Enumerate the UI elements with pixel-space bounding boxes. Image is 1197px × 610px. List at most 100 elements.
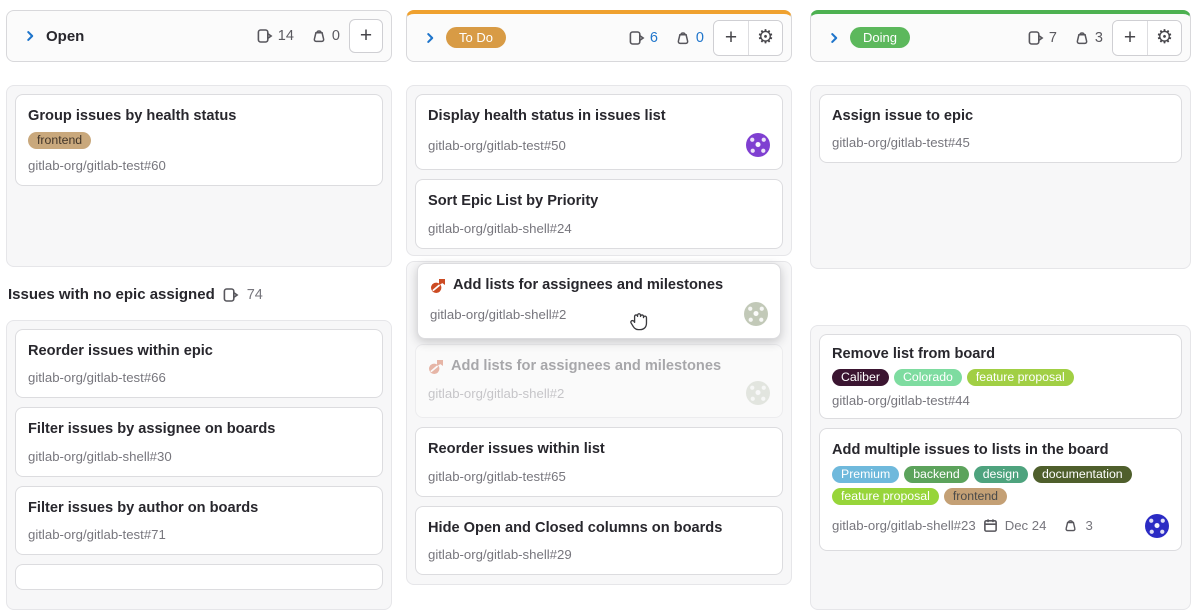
weight-icon — [313, 30, 325, 43]
add-issue-button[interactable]: + — [1113, 20, 1147, 55]
blocked-icon — [429, 360, 443, 374]
issue-reference: gitlab-org/gitlab-shell#24 — [428, 220, 572, 236]
gear-icon: ⚙ — [1155, 27, 1174, 48]
issue-card[interactable]: Assign issue to epic gitlab-org/gitlab-t… — [819, 94, 1182, 164]
label-caliber[interactable]: Caliber — [832, 369, 889, 387]
issue-card[interactable]: Filter issues by author on boards gitlab… — [15, 485, 383, 555]
chevron-right-icon[interactable] — [423, 31, 437, 45]
issue-card[interactable]: Remove list from board Caliber Colorado … — [819, 334, 1182, 420]
issue-title[interactable]: Sort Epic List by Priority — [428, 193, 599, 210]
issue-title[interactable]: Add multiple issues to lists in the boar… — [832, 442, 1109, 459]
weight-count: 0 — [331, 28, 340, 44]
chevron-right-icon[interactable] — [827, 31, 841, 45]
issue-title[interactable]: Filter issues by author on boards — [28, 499, 259, 516]
issue-title[interactable]: Add lists for assignees and milestones — [453, 277, 724, 293]
issue-title[interactable]: Reorder issues within list — [428, 441, 605, 458]
issue-card[interactable]: Sort Epic List by Priority gitlab-org/gi… — [415, 179, 783, 249]
list-counts: 6 0 — [629, 30, 704, 46]
label-backend[interactable]: backend — [904, 465, 969, 483]
epic-lane-open: Group issues by health status frontend g… — [6, 85, 392, 267]
issue-reference: gitlab-org/gitlab-shell#23 — [832, 518, 976, 533]
label-colorado[interactable]: Colorado — [893, 369, 962, 387]
label-feature-proposal[interactable]: feature proposal — [832, 487, 939, 505]
issue-title[interactable]: Hide Open and Closed columns on boards — [428, 519, 723, 536]
list-counts: 7 3 — [1028, 30, 1103, 46]
assignee-avatar[interactable] — [746, 133, 770, 158]
list-label-pill[interactable]: To Do — [446, 27, 506, 48]
assignee-avatar — [744, 302, 768, 327]
list-counts: 14 0 — [257, 28, 340, 44]
assignee-avatar — [746, 381, 770, 406]
calendar-icon — [983, 519, 997, 532]
label-design[interactable]: design — [973, 465, 1028, 483]
list-header-doing: Doing 7 3 + ⚙ — [810, 10, 1191, 62]
list-settings-button[interactable]: ⚙ — [748, 20, 782, 55]
issue-title[interactable]: Reorder issues within epic — [28, 343, 213, 359]
issue-card-drag-preview[interactable]: Add lists for assignees and milestones g… — [417, 263, 781, 340]
issue-meta-row: gitlab-org/gitlab-test#50 — [428, 133, 770, 158]
issue-meta-row: gitlab-org/gitlab-shell#23 Dec 24 3 — [832, 513, 1169, 538]
weight-count: 0 — [695, 29, 704, 46]
issue-card[interactable]: Reorder issues within list gitlab-org/gi… — [415, 427, 783, 497]
issue-card[interactable]: Hide Open and Closed columns on boards g… — [415, 505, 783, 575]
issue-title[interactable]: Display health status in issues list — [428, 108, 666, 124]
list-header-todo: To Do 6 0 + ⚙ — [406, 10, 792, 62]
issue-card[interactable]: Display health status in issues list git… — [415, 94, 783, 171]
list-actions: + ⚙ — [1112, 19, 1182, 56]
issue-title[interactable]: Remove list from board — [832, 346, 995, 362]
weight-icon — [1065, 520, 1077, 532]
issues-count: 14 — [277, 28, 294, 44]
plus-icon: + — [724, 25, 738, 49]
blocked-icon — [431, 279, 445, 293]
chevron-right-icon[interactable] — [23, 29, 37, 43]
issue-card[interactable] — [15, 563, 383, 590]
issue-card[interactable]: Reorder issues within epic gitlab-org/gi… — [15, 329, 383, 399]
label-feature-proposal[interactable]: feature proposal — [966, 369, 1074, 387]
issue-title[interactable]: Assign issue to epic — [832, 108, 974, 124]
add-issue-button[interactable]: + — [349, 19, 383, 53]
issue-reference: gitlab-org/gitlab-shell#2 — [428, 385, 565, 401]
swimlane-title: Issues with no epic assigned — [8, 286, 215, 303]
issue-reference: gitlab-org/gitlab-shell#30 — [28, 448, 172, 464]
list-header-open: Open 14 0 + — [6, 10, 392, 62]
list-settings-button[interactable]: ⚙ — [1147, 20, 1181, 55]
list-actions: + ⚙ — [713, 19, 783, 56]
gear-icon: ⚙ — [756, 27, 775, 48]
issues-icon — [257, 29, 273, 43]
epic-lane-doing: Assign issue to epic gitlab-org/gitlab-t… — [810, 85, 1191, 269]
weight-icon — [677, 31, 689, 44]
issue-reference: gitlab-org/gitlab-shell#29 — [428, 546, 572, 562]
issue-card[interactable]: Group issues by health status frontend g… — [15, 94, 383, 187]
issue-title: Add lists for assignees and milestones — [451, 358, 722, 374]
issue-reference: gitlab-org/gitlab-test#71 — [28, 526, 166, 542]
issue-labels: Caliber Colorado feature proposal — [832, 369, 1169, 387]
issue-card[interactable]: Filter issues by assignee on boards gitl… — [15, 407, 383, 477]
issue-reference: gitlab-org/gitlab-test#65 — [428, 468, 566, 484]
assignee-avatar[interactable] — [1145, 513, 1169, 538]
label-premium[interactable]: Premium — [832, 465, 900, 483]
label-frontend[interactable]: frontend — [28, 132, 92, 150]
epic-lane-todo: Display health status in issues list git… — [406, 85, 792, 256]
weight-count: 3 — [1094, 29, 1103, 46]
due-date: Dec 24 — [1004, 518, 1047, 533]
issue-title[interactable]: Filter issues by assignee on boards — [28, 421, 276, 438]
grab-cursor-icon — [626, 309, 651, 339]
label-documentation[interactable]: documentation — [1032, 465, 1132, 483]
no-epic-lane-open: Reorder issues within epic gitlab-org/gi… — [6, 320, 392, 610]
no-epic-lane-doing: Remove list from board Caliber Colorado … — [810, 325, 1191, 610]
issue-reference: gitlab-org/gitlab-test#50 — [428, 137, 566, 153]
issue-reference: gitlab-org/gitlab-test#60 — [28, 158, 166, 174]
issue-card[interactable]: Add multiple issues to lists in the boar… — [819, 428, 1182, 551]
issues-icon — [223, 287, 239, 302]
issues-count: 7 — [1048, 29, 1057, 46]
add-issue-button[interactable]: + — [714, 20, 748, 55]
issues-icon — [1028, 30, 1044, 45]
issue-reference: gitlab-org/gitlab-test#44 — [832, 393, 970, 409]
swimlane-issue-count: 74 — [246, 286, 263, 303]
issue-title[interactable]: Group issues by health status — [28, 108, 237, 124]
list-label-pill[interactable]: Doing — [850, 27, 910, 48]
label-frontend[interactable]: frontend — [943, 487, 1007, 505]
weight-value: 3 — [1085, 518, 1093, 533]
issues-icon — [629, 30, 645, 45]
plus-icon: + — [359, 24, 373, 47]
